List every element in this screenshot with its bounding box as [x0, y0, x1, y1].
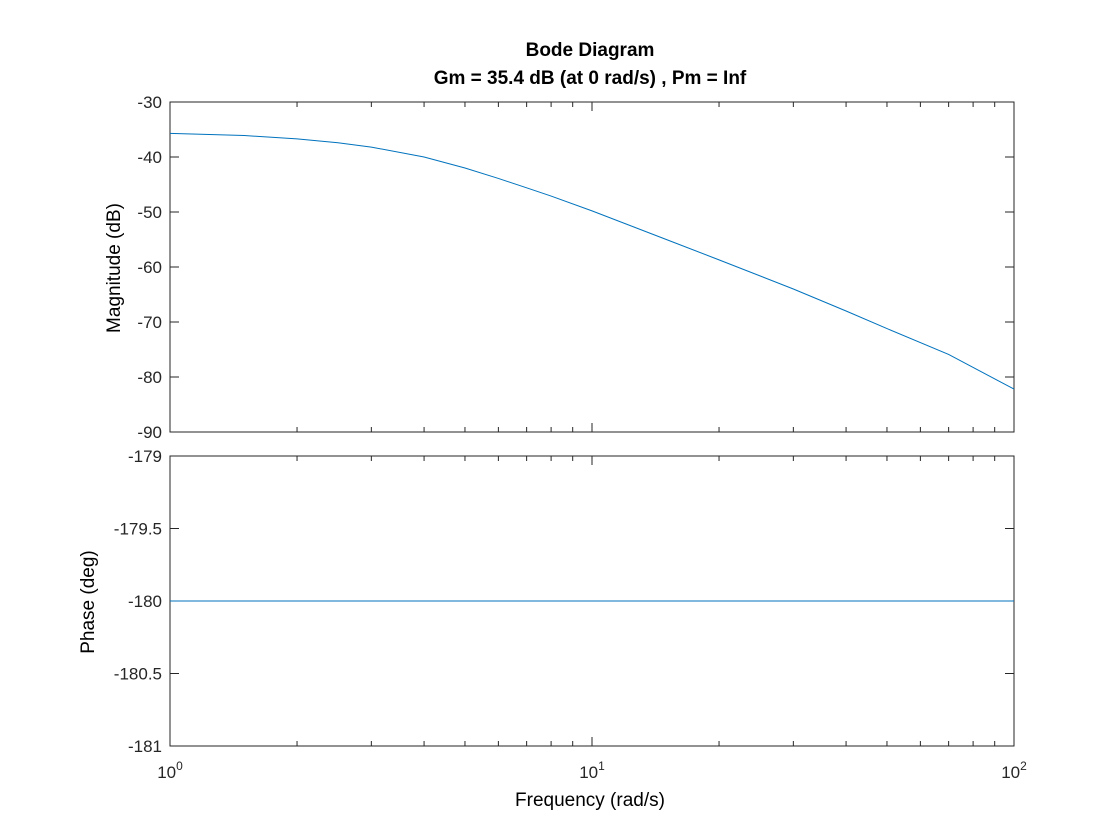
magnitude-y-tick-label: -80 [137, 368, 162, 387]
magnitude-y-label: Magnitude (dB) [104, 203, 125, 333]
phase-y-tick-label: -179.5 [114, 520, 162, 539]
phase-y-tick-label: -181 [128, 737, 162, 756]
chart-title: Bode Diagram [526, 40, 655, 61]
chart-subtitle: Gm = 35.4 dB (at 0 rad/s) , Pm = Inf [434, 68, 747, 89]
frequency-x-tick-label: 101 [579, 759, 605, 782]
magnitude-y-tick-label: -60 [137, 258, 162, 277]
frequency-x-label: Frequency (rad/s) [515, 790, 665, 811]
phase-axes: -179 -179.5 -180 -180.5 -181 100 101 102 [114, 447, 1027, 782]
phase-y-label: Phase (deg) [78, 550, 99, 654]
magnitude-y-tick-label: -50 [137, 203, 162, 222]
phase-y-tick-label: -180 [128, 592, 162, 611]
magnitude-y-tick-label: -90 [137, 423, 162, 442]
magnitude-axes: -30 -40 -50 -60 -70 -80 -90 [137, 93, 1015, 442]
magnitude-y-tick-label: -40 [137, 148, 162, 167]
magnitude-y-tick-label: -70 [137, 313, 162, 332]
magnitude-plot-area [169, 101, 1015, 433]
phase-y-tick-label: -179 [128, 447, 162, 466]
magnitude-y-tick-label: -30 [137, 93, 162, 112]
magnitude-series-line [169, 132, 1015, 390]
phase-y-tick-label: -180.5 [114, 665, 162, 684]
frequency-x-tick-label: 102 [1001, 759, 1027, 782]
frequency-x-tick-label: 100 [157, 759, 183, 782]
